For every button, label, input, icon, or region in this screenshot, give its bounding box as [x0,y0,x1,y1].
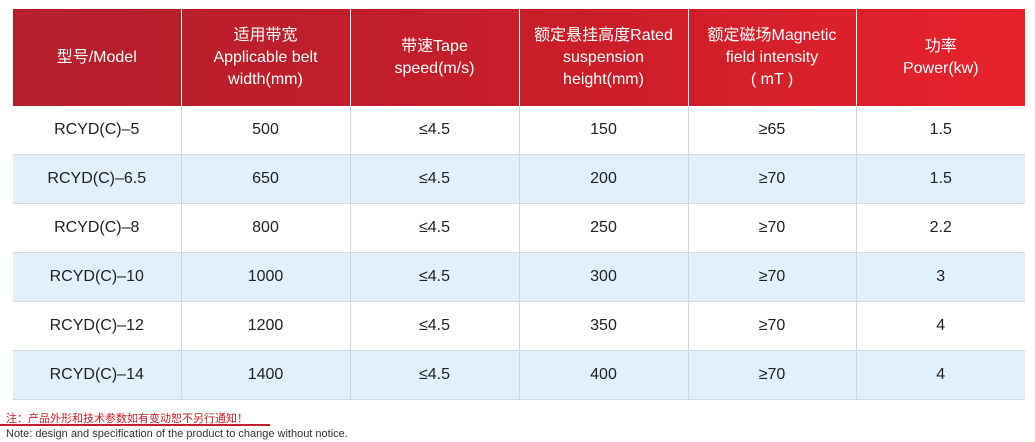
note-chinese: 注：产品外形和技术参数如有变动恕不另行通知！ [6,412,248,425]
cell-tape-speed: ≤4.5 [350,350,520,400]
cell-power: 3 [856,252,1025,302]
header-suspension-height: 额定悬挂高度Rated suspension height(mm) [519,9,689,106]
cell-power: 4 [856,350,1025,400]
cell-power: 1.5 [856,106,1025,155]
cell-model: RCYD(C)–12 [13,301,182,351]
spec-table: 型号/Model 适用带宽 Applicable belt width(mm) … [13,9,1025,400]
cell-model: RCYD(C)–14 [13,350,182,400]
cell-suspension-height: 300 [519,252,689,302]
header-row: 型号/Model 适用带宽 Applicable belt width(mm) … [13,9,1025,106]
cell-field-intensity: ≥70 [688,252,857,302]
cell-field-intensity: ≥70 [688,154,857,204]
note-underline [0,424,270,426]
cell-field-intensity: ≥70 [688,350,857,400]
cell-belt-width: 650 [181,154,351,204]
header-power: 功率 Power(kw) [856,9,1025,106]
cell-belt-width: 800 [181,203,351,253]
cell-belt-width: 1400 [181,350,351,400]
table-row: RCYD(C)–6.5 650 ≤4.5 200 ≥70 1.5 [13,154,1025,204]
cell-power: 2.2 [856,203,1025,253]
cell-field-intensity: ≥70 [688,203,857,253]
cell-power: 4 [856,301,1025,351]
cell-tape-speed: ≤4.5 [350,154,520,204]
cell-suspension-height: 200 [519,154,689,204]
table-row: RCYD(C)–8 800 ≤4.5 250 ≥70 2.2 [13,203,1025,253]
cell-tape-speed: ≤4.5 [350,203,520,253]
cell-tape-speed: ≤4.5 [350,106,520,155]
cell-field-intensity: ≥70 [688,301,857,351]
table-row: RCYD(C)–5 500 ≤4.5 150 ≥65 1.5 [13,106,1025,155]
cell-tape-speed: ≤4.5 [350,252,520,302]
cell-tape-speed: ≤4.5 [350,301,520,351]
cell-belt-width: 1200 [181,301,351,351]
cell-model: RCYD(C)–5 [13,106,182,155]
table-row: RCYD(C)–12 1200 ≤4.5 350 ≥70 4 [13,301,1025,351]
cell-power: 1.5 [856,154,1025,204]
table-row: RCYD(C)–14 1400 ≤4.5 400 ≥70 4 [13,350,1025,400]
cell-model: RCYD(C)–10 [13,252,182,302]
note-english: Note: design and specification of the pr… [6,428,348,440]
cell-field-intensity: ≥65 [688,106,857,155]
header-belt-width: 适用带宽 Applicable belt width(mm) [181,9,351,106]
cell-model: RCYD(C)–8 [13,203,182,253]
cell-belt-width: 1000 [181,252,351,302]
header-field-intensity: 额定磁场Magnetic field intensity ( mT ) [688,9,857,106]
cell-suspension-height: 350 [519,301,689,351]
cell-suspension-height: 400 [519,350,689,400]
cell-suspension-height: 150 [519,106,689,155]
header-tape-speed: 带速Tape speed(m/s) [350,9,520,106]
cell-belt-width: 500 [181,106,351,155]
cell-model: RCYD(C)–6.5 [13,154,182,204]
cell-suspension-height: 250 [519,203,689,253]
table-row: RCYD(C)–10 1000 ≤4.5 300 ≥70 3 [13,252,1025,302]
header-model: 型号/Model [13,9,182,106]
